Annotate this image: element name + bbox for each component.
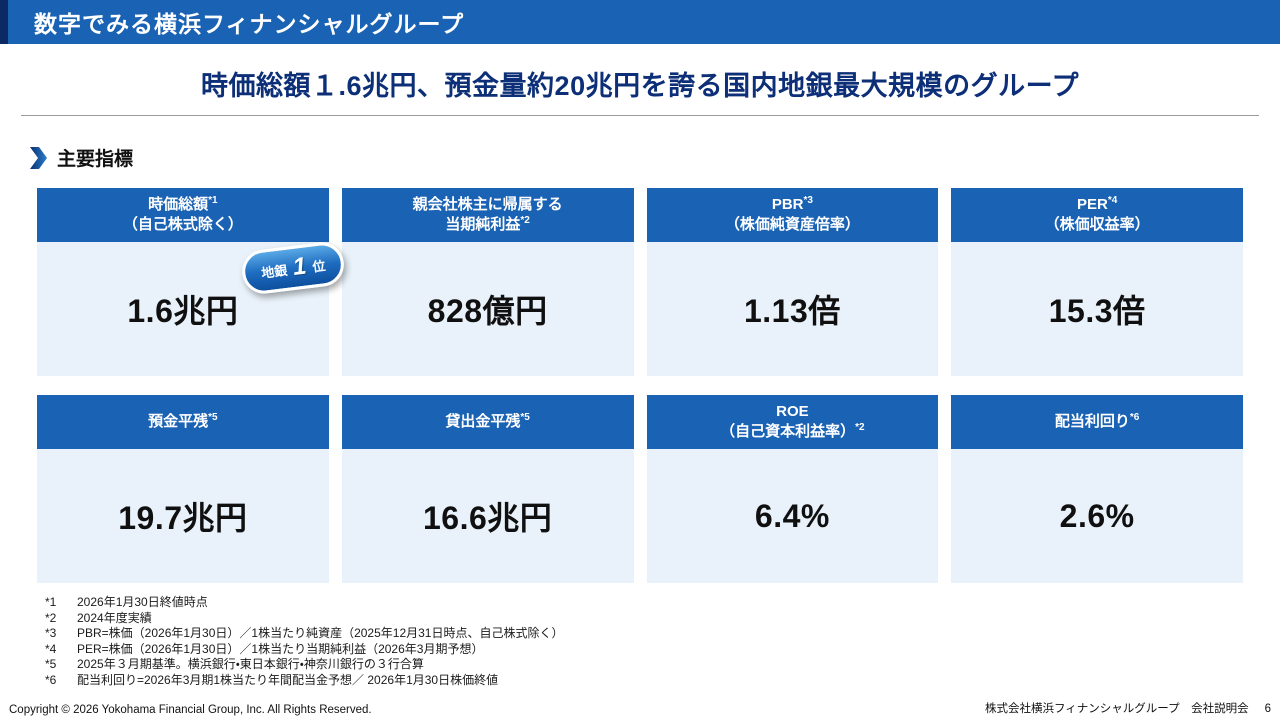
rank-badge-prefix: 地銀: [260, 262, 289, 281]
metric-card: 預金平残*5 19.7兆円: [37, 395, 329, 583]
metric-card-title-line: 親会社株主に帰属する: [412, 195, 563, 213]
metric-card-title-line: PBR*3: [771, 194, 813, 213]
metric-card: 配当利回り*6 2.6%: [951, 395, 1243, 583]
metric-value: 1.13倍: [743, 293, 841, 329]
metric-value: 2.6%: [1059, 497, 1135, 534]
slide-title: 数字でみる横浜フィナンシャルグループ: [34, 11, 465, 37]
footnote-text: 2025年３月期基準。横浜銀行・東日本銀行・神奈川銀行の３行合算: [77, 657, 424, 672]
headline: 時価総額１.6兆円、預金量約20兆円を誇る国内地銀最大規模のグループ: [201, 71, 1079, 101]
metric-card-title-line: 当期純利益*2: [445, 215, 530, 234]
metric-card: ROE （自己資本利益率）*2 6.4%: [646, 395, 939, 583]
metric-card: PBR*3 （株価純資産倍率） 1.13倍: [646, 188, 939, 376]
metric-value: 828億円: [427, 293, 548, 329]
metric-card-title-line: PER*4: [1076, 194, 1118, 213]
copyright-text: Copyright © 2026 Yokohama Financial Grou…: [9, 704, 372, 716]
metric-card-title-line: （自己株式除く）: [122, 216, 243, 233]
footnote-marker: *5: [45, 657, 57, 672]
chevron-right-icon: [30, 146, 47, 169]
footnote-marker: *3: [45, 626, 57, 641]
footer-right: 株式会社横浜フィナンシャルグループ 会社説明会 6: [985, 700, 1271, 716]
metric-card: PER*4 （株価収益率） 15.3倍: [951, 188, 1243, 376]
metric-card-header: PER*4 （株価収益率）: [951, 188, 1243, 242]
footnote-text: PBR=株価（2026年1月30日）／1株当たり純資産（2025年12月31日時…: [77, 626, 564, 641]
metric-card-title-line: （株価純資産倍率）: [724, 216, 860, 233]
footnote-row: *1 2026年1月30日終値時点: [45, 595, 1280, 611]
footnote-text: PER=株価（2026年1月30日）／1株当たり当期純利益（2026年3月期予想…: [77, 641, 484, 656]
footnote-text: 配当利回り=2026年3月期1株当たり年間配当金予想／ 2026年1月30日株価…: [77, 672, 499, 687]
footnotes: *1 2026年1月30日終値時点 *2 2024年度実績 *3 PBR=株価（2026年…: [45, 595, 1280, 689]
slide-footer: Copyright © 2026 Yokohama Financial Grou…: [0, 700, 1280, 716]
footnote-marker: *1: [45, 595, 57, 609]
metric-card-title-line: 預金平残*5: [148, 411, 218, 430]
metric-value: 15.3倍: [1048, 293, 1146, 329]
rank-badge-suffix: 位: [311, 257, 327, 275]
footnote-row: *5 2025年３月期基準。横浜銀行・東日本銀行・神奈川銀行の３行合算: [45, 657, 1280, 673]
metrics-grid: 時価総額*1 （自己株式除く） 1.6兆円 地銀 1 位 親会社株主に帰属する 当期…: [37, 188, 1243, 583]
metric-card-body: 2.6%: [951, 449, 1243, 583]
metric-card-body: 828億円: [341, 242, 634, 376]
metric-card: 親会社株主に帰属する 当期純利益*2 828億円: [341, 188, 634, 376]
metric-card-title-line: 時価総額*1: [148, 194, 218, 213]
footnote-row: *4 PER=株価（2026年1月30日）／1株当たり当期純利益（2026年3月期…: [45, 642, 1280, 658]
metric-card: 貸出金平残*5 16.6兆円: [341, 395, 634, 583]
section-label: 主要指標: [57, 149, 134, 170]
metric-card-title-line: （自己資本利益率）*2: [720, 422, 865, 441]
section-heading: 主要指標: [30, 144, 1280, 171]
metric-card-header: 親会社株主に帰属する 当期純利益*2: [341, 188, 634, 242]
metric-card-header: 配当利回り*6: [951, 395, 1243, 449]
metric-card-body: 15.3倍: [951, 242, 1243, 376]
metric-value: 1.6兆円: [127, 293, 239, 329]
metric-card-body: 16.6兆円: [341, 449, 634, 583]
metric-value: 6.4%: [754, 497, 830, 534]
metric-value: 16.6兆円: [422, 500, 553, 536]
metric-card-title-line: 配当利回り*6: [1054, 411, 1140, 430]
page-number: 6: [1264, 703, 1271, 715]
footnote-row: *3 PBR=株価（2026年1月30日）／1株当たり純資産（2025年12月31…: [45, 626, 1280, 642]
footnote-marker: *4: [45, 641, 57, 656]
footnote-marker: *6: [45, 672, 57, 687]
metric-card-header: PBR*3 （株価純資産倍率）: [646, 188, 939, 242]
footer-company-label: 株式会社横浜フィナンシャルグループ 会社説明会: [985, 703, 1249, 715]
metric-card-body: 6.4%: [646, 449, 939, 583]
rank-badge-number: 1: [291, 252, 309, 281]
metric-card-title-line: 貸出金平残*5: [445, 411, 530, 430]
metric-card-header: 時価総額*1 （自己株式除く）: [37, 188, 329, 242]
metric-card-header: ROE （自己資本利益率）*2: [646, 395, 939, 449]
metric-card-body: 1.13倍: [646, 242, 939, 376]
slide-title-bar: 数字でみる横浜フィナンシャルグループ: [0, 0, 1280, 44]
footnote-text: 2024年度実績: [77, 610, 152, 625]
metric-value: 19.7兆円: [118, 500, 248, 536]
footnote-row: *2 2024年度実績: [45, 611, 1280, 627]
metric-card: 時価総額*1 （自己株式除く） 1.6兆円 地銀 1 位: [37, 188, 348, 376]
metric-card-body: 19.7兆円: [37, 449, 329, 583]
metric-card-title-line: （株価収益率）: [1044, 216, 1150, 233]
footnote-text: 2026年1月30日終値時点: [77, 595, 208, 609]
headline-divider: [21, 115, 1259, 116]
footnote-marker: *2: [45, 610, 57, 625]
footnote-row: *6 配当利回り=2026年3月期1株当たり年間配当金予想／ 2026年1月30日…: [45, 673, 1280, 689]
metric-card-header: 預金平残*5: [37, 395, 329, 449]
metric-card-title-line: ROE: [776, 402, 809, 420]
metric-card-header: 貸出金平残*5: [341, 395, 634, 449]
